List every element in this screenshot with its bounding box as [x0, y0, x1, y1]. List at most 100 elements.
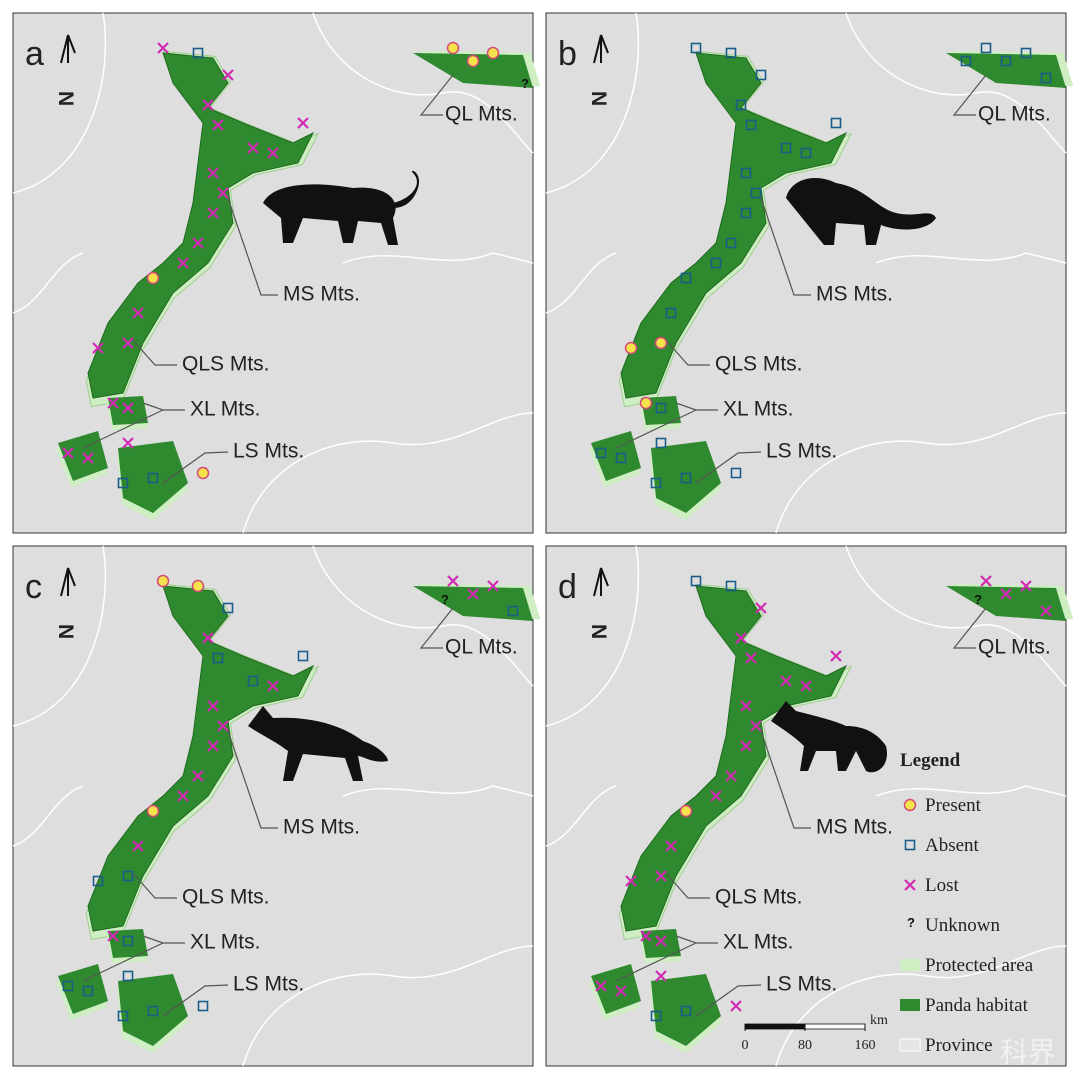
absent-marker — [655, 437, 667, 449]
north-label: N — [587, 91, 610, 106]
lost-marker — [730, 1000, 742, 1012]
lost-marker — [132, 840, 144, 852]
absent-marker — [122, 970, 134, 982]
animal-silhouette — [263, 170, 420, 245]
lost-marker — [207, 167, 219, 179]
legend-symbol — [900, 959, 920, 971]
absent-marker — [980, 42, 992, 54]
mountain-label: QLS Mts. — [715, 353, 803, 376]
lost-marker — [595, 980, 607, 992]
scale-unit: km — [870, 1013, 888, 1028]
scale-label: 0 — [742, 1038, 749, 1053]
absent-marker — [690, 575, 702, 587]
lost-marker — [122, 337, 134, 349]
north-arrow — [60, 567, 76, 597]
lost-marker — [202, 99, 214, 111]
panel-letter: b — [558, 35, 577, 73]
legend-label: Unknown — [925, 915, 1000, 936]
scale-label: 80 — [798, 1038, 812, 1053]
mountain-label: QL Mts. — [978, 103, 1051, 126]
mountain-label: LS Mts. — [233, 440, 304, 463]
lost-marker — [207, 207, 219, 219]
absent-marker — [680, 472, 692, 484]
lost-marker — [212, 119, 224, 131]
lost-marker — [615, 985, 627, 997]
absent-marker — [147, 1005, 159, 1017]
leader-line — [760, 730, 811, 829]
lost-marker — [800, 680, 812, 692]
present-marker — [486, 46, 500, 60]
lost-marker — [217, 720, 229, 732]
lost-marker — [177, 257, 189, 269]
map-panel: QL Mts. MS Mts. QLS Mts. XL Mts. LS Mts. c N? — [12, 545, 541, 1067]
panda-habitat — [108, 929, 148, 958]
absent-marker — [122, 935, 134, 947]
unknown-marker: ? — [441, 592, 449, 607]
mountain-label: LS Mts. — [766, 973, 837, 996]
absent-marker — [147, 472, 159, 484]
legend-symbol: ? — [907, 915, 915, 930]
lost-marker — [655, 870, 667, 882]
absent-marker — [1020, 47, 1032, 59]
scale-segment — [744, 1023, 806, 1030]
absent-marker — [117, 1010, 129, 1022]
leader-line — [162, 984, 229, 1017]
mountain-label: XL Mts. — [723, 398, 793, 421]
panda-habitat — [946, 586, 1066, 621]
present-marker — [196, 466, 210, 480]
lost-marker — [207, 700, 219, 712]
absent-marker — [755, 69, 767, 81]
panel-letter: a — [25, 35, 44, 73]
panda-habitat — [118, 974, 188, 1046]
lost-marker — [157, 42, 169, 54]
lost-marker — [735, 632, 747, 644]
absent-marker — [710, 257, 722, 269]
leader-line — [130, 337, 177, 366]
absent-marker — [665, 307, 677, 319]
panda-habitat — [87, 52, 315, 399]
absent-marker — [1000, 55, 1012, 67]
panda-habitat — [651, 441, 721, 513]
absent-marker — [780, 142, 792, 154]
leader-line — [663, 337, 710, 366]
lost-marker — [247, 142, 259, 154]
lost-marker — [1000, 588, 1012, 600]
legend-symbol — [904, 879, 916, 891]
present-marker — [191, 579, 205, 593]
lost-marker — [1020, 580, 1032, 592]
scale-segment — [804, 1023, 866, 1030]
absent-marker — [222, 602, 234, 614]
lost-marker — [132, 307, 144, 319]
lost-marker — [755, 602, 767, 614]
absent-marker — [122, 870, 134, 882]
mountain-label: QLS Mts. — [182, 886, 270, 909]
leader-line — [952, 74, 987, 116]
absent-marker — [830, 117, 842, 129]
absent-marker — [62, 980, 74, 992]
lost-marker — [107, 397, 119, 409]
legend-title: Legend — [900, 750, 961, 771]
absent-marker — [655, 402, 667, 414]
panda-habitat — [591, 964, 641, 1014]
north-label: N — [54, 624, 77, 639]
panda-habitat — [651, 974, 721, 1046]
present-marker — [624, 341, 638, 355]
mountain-label: QL Mts. — [978, 636, 1051, 659]
mountain-label: LS Mts. — [233, 973, 304, 996]
lost-marker — [980, 575, 992, 587]
present-marker — [156, 574, 170, 588]
present-marker — [146, 271, 160, 285]
absent-marker — [740, 207, 752, 219]
present-marker — [654, 336, 668, 350]
lost-marker — [447, 575, 459, 587]
province-border — [12, 545, 534, 1067]
mountain-label: QL Mts. — [445, 636, 518, 659]
animal-silhouette — [248, 706, 388, 781]
legend-label: Lost — [925, 875, 960, 896]
mountain-label: MS Mts. — [283, 283, 360, 306]
lost-marker — [745, 652, 757, 664]
panel-letter: d — [558, 568, 577, 606]
leader-line — [82, 402, 185, 449]
lost-marker — [107, 930, 119, 942]
leader-line — [695, 984, 762, 1017]
